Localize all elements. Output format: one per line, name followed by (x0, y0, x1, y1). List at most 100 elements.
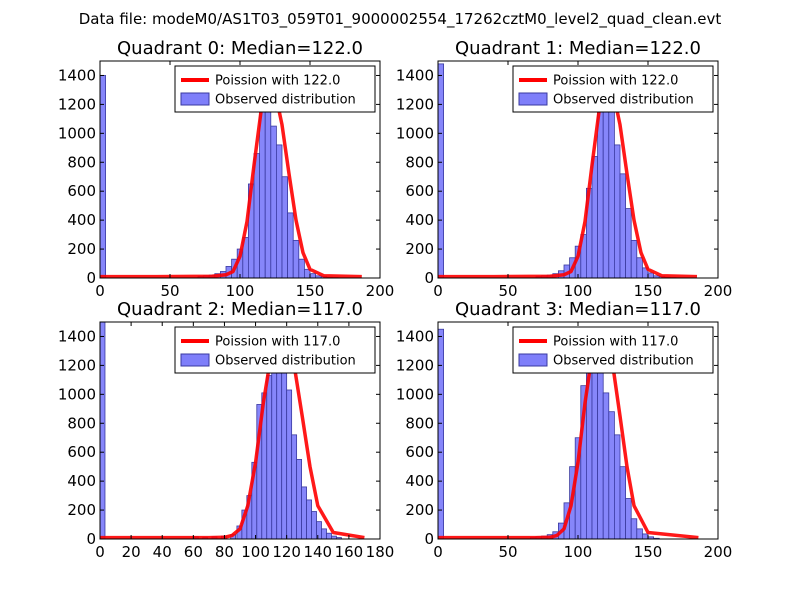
histogram-bar (100, 75, 106, 278)
histogram-bar (602, 392, 610, 539)
histogram-bar (625, 208, 632, 278)
chart-panel-2: Quadrant 2: Median=117.00 20 40 60 80 100 120 1… (58, 299, 395, 561)
legend: Poission with 117.0 Observed distribution (174, 326, 376, 374)
histogram-bar (630, 518, 638, 539)
legend-label-poisson: Poission with 117.0 (553, 335, 678, 350)
chart-title: Quadrant 0: Median=122.0 (117, 38, 363, 59)
x-tick-label: 150 (296, 282, 325, 300)
y-tick-label: 600 (405, 443, 434, 461)
chart-panel-1: Quadrant 1: Median=122.0 0 50 100 150 200 0 200… (396, 38, 733, 300)
histogram-bar (625, 498, 632, 539)
y-tick-label: 1000 (58, 385, 96, 403)
histogram-bar (301, 486, 307, 539)
histogram-bar (296, 459, 303, 539)
x-tick-label: 180 (366, 543, 395, 561)
histogram-bar (619, 466, 626, 539)
x-tick-label: 0 (95, 282, 105, 300)
legend: Poission with 117.0 Observed distribution (512, 326, 714, 374)
y-tick-label: 800 (405, 414, 434, 432)
histogram-bar (608, 106, 615, 278)
histogram-bars (100, 322, 342, 539)
x-tick-label: 150 (634, 543, 663, 561)
y-tick-label: 600 (67, 182, 96, 200)
y-tick-label: 0 (86, 530, 96, 548)
y-tick-label: 200 (67, 501, 96, 519)
y-tick-label: 1200 (58, 356, 96, 374)
legend-label-observed: Observed distribution (215, 354, 356, 369)
histogram-bar (270, 125, 277, 278)
legend: Poission with 122.0 Observed distribution (512, 65, 714, 113)
x-tick-label: 50 (160, 282, 179, 300)
x-tick-label: 120 (272, 543, 301, 561)
x-tick-label: 100 (241, 543, 270, 561)
y-tick-label: 800 (405, 153, 434, 171)
legend-bar-swatch (518, 92, 548, 106)
x-tick-label: 200 (366, 282, 395, 300)
histogram-bar (292, 239, 300, 278)
y-tick-label: 400 (405, 211, 434, 229)
histogram-bar (614, 144, 621, 278)
y-tick-label: 0 (424, 530, 434, 548)
figure-title: Data file: modeM0/AS1T03_059T01_90000025… (79, 10, 722, 29)
legend-label-observed: Observed distribution (215, 93, 356, 108)
histogram-bar (275, 144, 283, 278)
x-tick-label: 60 (184, 543, 203, 561)
histogram-bar (608, 411, 615, 539)
x-tick-label: 50 (498, 543, 517, 561)
legend-label-poisson: Poission with 117.0 (215, 335, 340, 350)
histogram-bar (636, 257, 643, 278)
legend-label-observed: Observed distribution (553, 93, 694, 108)
legend-bar-swatch (180, 353, 210, 367)
y-tick-label: 0 (86, 269, 96, 287)
histogram-bar (438, 63, 444, 278)
y-tick-label: 1200 (396, 356, 434, 374)
histogram-bar (326, 532, 332, 539)
histogram-bar (281, 176, 288, 278)
x-tick-label: 50 (498, 282, 517, 300)
y-tick-label: 600 (405, 182, 434, 200)
histogram-bar (591, 156, 598, 278)
x-tick-label: 150 (634, 282, 663, 300)
x-tick-label: 0 (433, 282, 443, 300)
x-tick-label: 200 (704, 282, 733, 300)
histogram-bar (291, 434, 298, 539)
histogram-bar (281, 369, 288, 539)
y-tick-label: 200 (405, 240, 434, 258)
y-tick-label: 1200 (58, 95, 96, 113)
axes-frame (99, 321, 381, 540)
y-tick-label: 1000 (396, 385, 434, 403)
legend-label-observed: Observed distribution (553, 354, 694, 369)
x-tick-label: 0 (433, 543, 443, 561)
histogram-bar (321, 528, 327, 539)
chart-panel-3: Quadrant 3: Median=117.0 0 50 100 150 200 0 200… (396, 299, 733, 561)
x-tick-label: 100 (564, 282, 593, 300)
histogram-bars (438, 63, 677, 278)
y-tick-label: 1000 (58, 124, 96, 142)
histogram-bar (647, 272, 654, 278)
x-tick-label: 0 (95, 543, 105, 561)
y-tick-label: 600 (67, 443, 96, 461)
y-tick-label: 400 (67, 211, 96, 229)
histogram-bar (259, 104, 266, 278)
y-tick-label: 400 (67, 472, 96, 490)
histogram-bar (438, 328, 444, 539)
chart-panel-0: Quadrant 0: Median=122.0 0 50 100 150 200 0 200… (58, 38, 395, 300)
y-tick-label: 1400 (396, 66, 434, 84)
x-tick-label: 20 (122, 543, 141, 561)
y-tick-label: 200 (405, 501, 434, 519)
y-tick-label: 400 (405, 472, 434, 490)
histogram-bar (309, 273, 316, 278)
legend-label-poisson: Poission with 122.0 (553, 74, 678, 89)
chart-title: Quadrant 2: Median=117.0 (117, 299, 363, 320)
x-tick-label: 200 (704, 543, 733, 561)
y-tick-label: 800 (67, 153, 96, 171)
histogram-bar (619, 173, 626, 278)
histogram-bar (630, 239, 638, 278)
x-tick-label: 100 (564, 543, 593, 561)
legend-bar-swatch (518, 353, 548, 367)
histogram-bar (311, 511, 317, 539)
histogram-bar (286, 389, 293, 539)
histogram-bar (336, 537, 342, 539)
histogram-bar (271, 349, 278, 539)
